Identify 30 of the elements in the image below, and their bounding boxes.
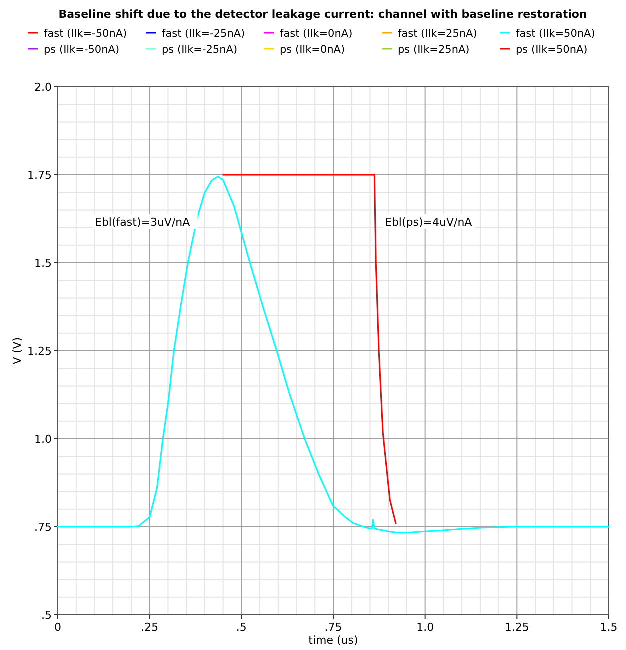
x-tick-label: .25 xyxy=(141,621,159,634)
x-tick-label: 1.5 xyxy=(600,621,618,634)
legend-label: fast (Ilk=50nA) xyxy=(516,28,596,40)
legend-label: ps (Ilk=-50nA) xyxy=(44,44,120,56)
y-tick-label: 1.5 xyxy=(34,257,52,270)
legend-label: ps (Ilk=25nA) xyxy=(398,44,470,56)
legend-label: ps (Ilk=0nA) xyxy=(280,44,346,56)
chart-title: Baseline shift due to the detector leakage current: channel with baseline restoration xyxy=(58,8,588,21)
y-tick-label: 1.0 xyxy=(34,433,52,446)
y-tick-label: .5 xyxy=(42,609,52,622)
legend-label: ps (Ilk=-25nA) xyxy=(162,44,238,56)
legend-label: fast (Ilk=25nA) xyxy=(398,28,478,40)
x-tick-label: 0 xyxy=(54,621,62,634)
legend-label: fast (Ilk=-25nA) xyxy=(162,28,246,40)
y-tick-label: 1.75 xyxy=(28,169,52,182)
x-tick-label: 1.0 xyxy=(416,621,434,634)
y-tick-label: 2.0 xyxy=(34,81,52,94)
x-tick-label: .75 xyxy=(324,621,342,634)
y-axis-title: V (V) xyxy=(11,337,24,365)
x-axis-title: time (us) xyxy=(308,634,358,647)
line-series xyxy=(57,176,610,534)
x-tick-label: 1.25 xyxy=(504,621,530,634)
x-tick-label: .5 xyxy=(236,621,247,634)
annotation: Ebl(ps)=4uV/nA xyxy=(385,216,473,229)
legend-label: fast (Ilk=-50nA) xyxy=(44,28,128,40)
y-tick-label: .75 xyxy=(34,521,52,534)
legend-label: ps (Ilk=50nA) xyxy=(516,44,588,56)
y-tick-label: 1.25 xyxy=(28,345,52,358)
annotation: Ebl(fast)=3uV/nA xyxy=(95,216,191,229)
legend-label: fast (Ilk=0nA) xyxy=(280,28,353,40)
